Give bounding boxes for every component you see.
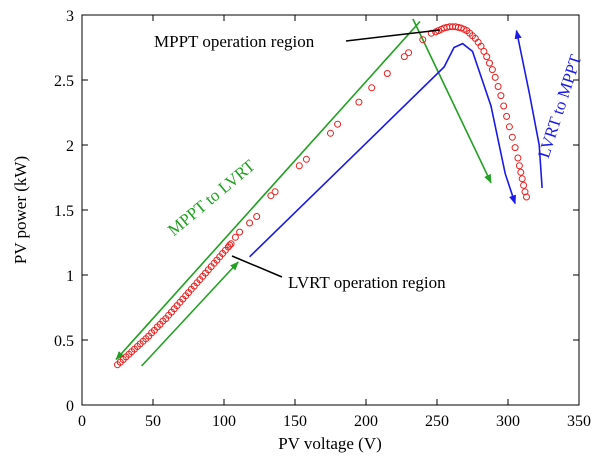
annotation-lvrt-to-mppt: LVRT to MPPT	[534, 52, 586, 161]
data-point	[480, 47, 488, 55]
axes	[81, 14, 580, 406]
data-point	[514, 154, 522, 162]
x-tick-label: 100	[212, 413, 236, 430]
data-point	[497, 92, 505, 100]
data-point	[508, 133, 516, 141]
x-tick-label: 50	[145, 413, 161, 430]
data-point	[523, 193, 530, 201]
lvrt-to-mppt-arrow	[249, 42, 516, 258]
x-tick-label: 250	[425, 413, 449, 430]
data-point	[334, 120, 342, 128]
data-point	[246, 219, 254, 227]
data-point	[302, 155, 310, 163]
data-point	[505, 123, 513, 131]
data-point	[267, 192, 275, 200]
x-tick-label: 150	[283, 413, 307, 430]
data-point	[327, 129, 334, 137]
data-point	[400, 53, 408, 61]
data-point	[427, 29, 435, 37]
mppt-return-arrow	[514, 29, 543, 188]
annotation-lvrt-region: LVRT operation region	[288, 273, 446, 292]
data-point	[503, 112, 511, 120]
x-axis-label: PV voltage (V)	[278, 434, 382, 453]
y-tick-label: 2.5	[54, 73, 74, 90]
data-point	[227, 240, 235, 248]
data-point	[271, 188, 279, 196]
data-point	[483, 53, 491, 61]
data-point	[226, 241, 234, 249]
data-point	[383, 70, 391, 77]
data-point	[295, 162, 303, 170]
data-point	[515, 162, 523, 170]
data-point	[488, 66, 496, 74]
data-point	[520, 181, 528, 189]
data-point	[368, 84, 376, 92]
lvrt-approach-arrow	[141, 261, 239, 367]
y-axis-label: PV power (kW)	[11, 156, 30, 264]
data-point	[494, 83, 502, 90]
ticks: 0 50 100 150 200 250 300 350 0 0.5 1 1.5 2 2.5 3	[54, 8, 591, 430]
annotation-mppt-region: MPPT operation region	[154, 32, 315, 51]
data-point	[419, 36, 427, 44]
data-point	[405, 49, 413, 57]
data-point	[518, 175, 526, 183]
y-tick-label: 1.5	[54, 203, 74, 220]
annotation-mppt-to-lvrt: MPPT to LVRT	[164, 156, 259, 240]
data-point	[231, 233, 239, 241]
y-tick-label: 0.5	[54, 333, 74, 350]
y-tick-label: 0	[66, 398, 74, 415]
data-point	[477, 42, 485, 50]
mppt-to-lvrt-arrow	[115, 20, 421, 361]
labels: PV voltage (V) PV power (kW) MPPT operat…	[11, 32, 586, 453]
data-point	[511, 144, 519, 152]
y-tick-label: 1	[66, 268, 74, 285]
x-tick-label: 300	[496, 413, 520, 430]
plot-layer	[114, 18, 543, 369]
x-tick-label: 0	[78, 413, 86, 430]
y-tick-label: 3	[66, 8, 74, 25]
x-tick-label: 200	[354, 413, 378, 430]
plot-frame	[81, 14, 580, 406]
mppt-region-leader	[345, 29, 441, 42]
data-point	[355, 98, 363, 106]
mppt-leave-arrow	[412, 18, 492, 184]
data-point	[236, 228, 244, 236]
data-point	[517, 168, 525, 176]
data-point	[491, 73, 499, 81]
data-point	[486, 59, 493, 67]
lvrt-region-leader	[231, 255, 283, 278]
x-tick-label: 350	[567, 413, 591, 430]
data-point	[500, 102, 508, 110]
data-point	[253, 213, 261, 220]
y-tick-label: 2	[66, 138, 74, 155]
